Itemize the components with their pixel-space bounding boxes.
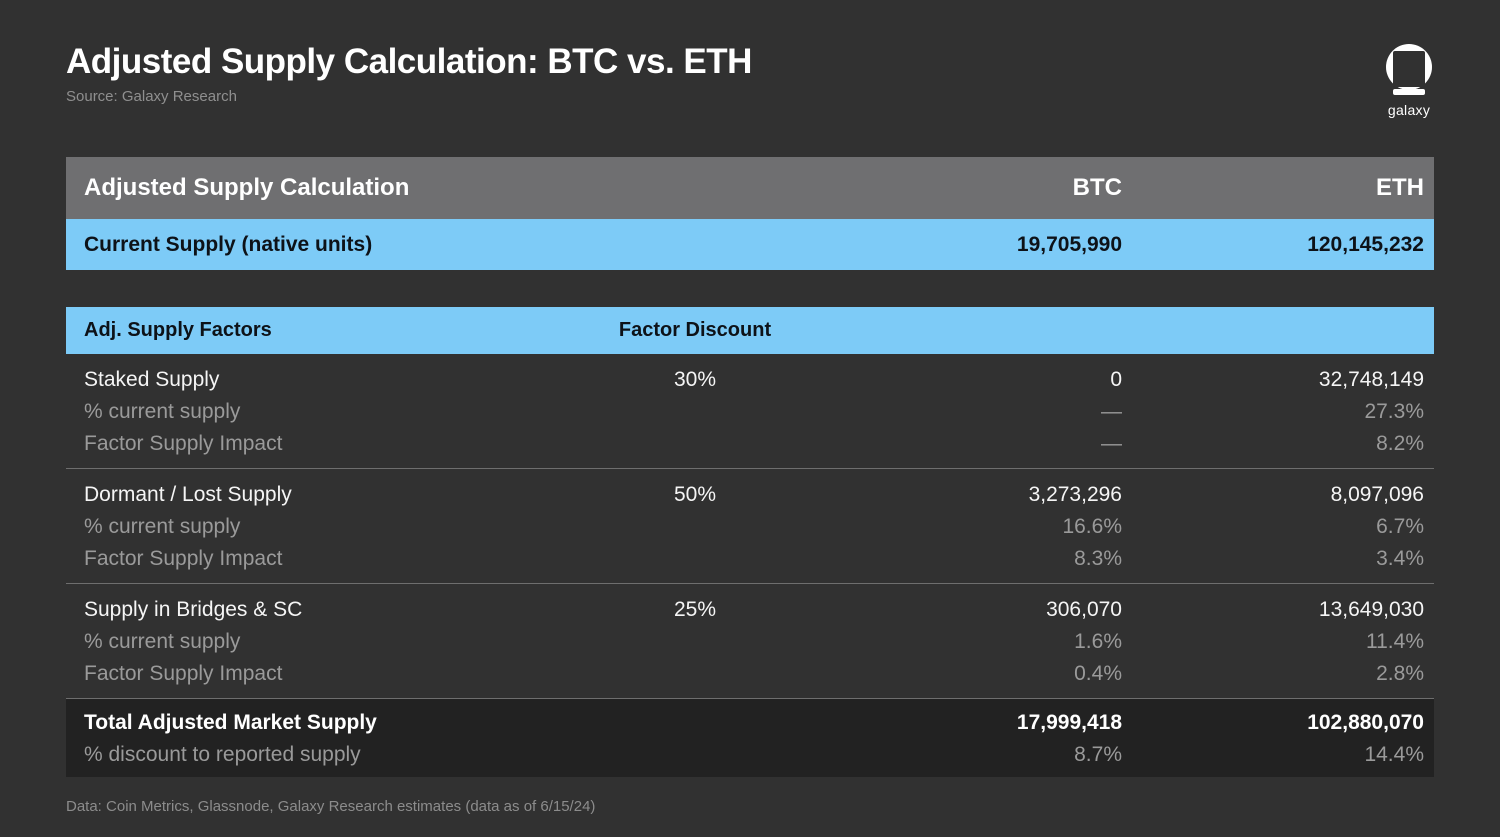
source-label: Source: Galaxy Research bbox=[66, 88, 237, 105]
subrow-label: % current supply bbox=[84, 515, 241, 538]
current-supply-eth: 120,145,232 bbox=[1307, 232, 1424, 256]
factor-discount-value: 30% bbox=[673, 368, 717, 391]
btc-value: 306,070 bbox=[1046, 598, 1122, 621]
eth-value: 8.2% bbox=[1376, 432, 1424, 455]
total-eth-value: 102,880,070 bbox=[1307, 711, 1424, 734]
btc-value: 0.4% bbox=[1074, 662, 1122, 685]
total-label: Total Adjusted Market Supply bbox=[84, 711, 377, 734]
galaxy-logo-icon bbox=[1386, 44, 1432, 97]
logo-base-bar bbox=[1393, 89, 1425, 95]
factor-section-bridges-supply: Supply in Bridges & SC 25% 306,070 13,64… bbox=[66, 584, 1434, 698]
eth-value: 2.8% bbox=[1376, 662, 1424, 685]
factors-header-row: Adj. Supply Factors Factor Discount bbox=[66, 307, 1434, 354]
galaxy-logo-wordmark: galaxy bbox=[1387, 102, 1431, 118]
discount-to-reported-label: % discount to reported supply bbox=[84, 743, 361, 766]
factor-discount-header: Factor Discount bbox=[618, 319, 772, 341]
factor-discount-value: 50% bbox=[673, 483, 717, 506]
table-row: Factor Supply Impact — 8.2% bbox=[84, 428, 1424, 460]
eth-value: 6.7% bbox=[1376, 515, 1424, 538]
adjustment-factors-table: Adj. Supply Factors Factor Discount Stak… bbox=[66, 307, 1434, 777]
data-source-footnote: Data: Coin Metrics, Glassnode, Galaxy Re… bbox=[66, 798, 596, 815]
table-row: % discount to reported supply 8.7% 14.4% bbox=[84, 739, 1424, 771]
total-btc-value: 17,999,418 bbox=[1016, 711, 1122, 734]
factor-label: Staked Supply bbox=[84, 368, 220, 391]
page-title: Adjusted Supply Calculation: BTC vs. ETH bbox=[66, 42, 752, 81]
eth-value: 11.4% bbox=[1366, 630, 1424, 653]
current-supply-row: Current Supply (native units) 19,705,990… bbox=[66, 219, 1434, 270]
total-adjusted-supply-row: Total Adjusted Market Supply 17,999,418 … bbox=[66, 699, 1434, 777]
table-row: Dormant / Lost Supply 50% 3,273,296 8,09… bbox=[84, 479, 1424, 511]
table-row: Staked Supply 30% 0 32,748,149 bbox=[84, 364, 1424, 396]
btc-value: — bbox=[1101, 432, 1122, 455]
eth-value: 13,649,030 bbox=[1318, 598, 1424, 621]
table-row: Factor Supply Impact 8.3% 3.4% bbox=[84, 543, 1424, 575]
summary-header-row: Adjusted Supply Calculation BTC ETH bbox=[66, 157, 1434, 219]
subrow-label: Factor Supply Impact bbox=[84, 662, 283, 685]
btc-value: 3,273,296 bbox=[1028, 483, 1122, 506]
section-divider bbox=[66, 583, 1434, 584]
current-supply-label: Current Supply (native units) bbox=[84, 232, 373, 256]
title-block: Adjusted Supply Calculation: BTC vs. ETH… bbox=[66, 42, 752, 106]
factor-section-staked-supply: Staked Supply 30% 0 32,748,149 % current… bbox=[66, 354, 1434, 468]
supply-summary-table: Adjusted Supply Calculation BTC ETH Curr… bbox=[66, 157, 1434, 270]
table-row: Factor Supply Impact 0.4% 2.8% bbox=[84, 658, 1424, 690]
factor-section-dormant-supply: Dormant / Lost Supply 50% 3,273,296 8,09… bbox=[66, 469, 1434, 583]
factor-label: Supply in Bridges & SC bbox=[84, 598, 303, 621]
factor-label: Dormant / Lost Supply bbox=[84, 483, 292, 506]
btc-value: — bbox=[1101, 400, 1122, 423]
table-row: % current supply 16.6% 6.7% bbox=[84, 511, 1424, 543]
discount-btc-value: 8.7% bbox=[1074, 743, 1122, 766]
subrow-label: Factor Supply Impact bbox=[84, 432, 283, 455]
subrow-label: Factor Supply Impact bbox=[84, 547, 283, 570]
galaxy-logo: galaxy bbox=[1386, 44, 1432, 118]
subrow-label: % current supply bbox=[84, 400, 241, 423]
factors-header-label: Adj. Supply Factors bbox=[84, 319, 272, 341]
summary-header-label: Adjusted Supply Calculation bbox=[84, 174, 410, 201]
eth-column-header: ETH bbox=[1376, 174, 1424, 201]
eth-value: 3.4% bbox=[1376, 547, 1424, 570]
section-divider bbox=[66, 468, 1434, 469]
eth-value: 8,097,096 bbox=[1330, 483, 1424, 506]
table-row: Total Adjusted Market Supply 17,999,418 … bbox=[84, 707, 1424, 739]
subrow-label: % current supply bbox=[84, 630, 241, 653]
table-row: % current supply 1.6% 11.4% bbox=[84, 626, 1424, 658]
table-row: Supply in Bridges & SC 25% 306,070 13,64… bbox=[84, 594, 1424, 626]
btc-value: 1.6% bbox=[1074, 630, 1122, 653]
logo-square-cutout bbox=[1393, 51, 1425, 87]
current-supply-btc: 19,705,990 bbox=[1016, 232, 1122, 256]
btc-column-header: BTC bbox=[1072, 174, 1122, 201]
eth-value: 27.3% bbox=[1364, 400, 1424, 423]
eth-value: 32,748,149 bbox=[1318, 368, 1424, 391]
page-header: Adjusted Supply Calculation: BTC vs. ETH… bbox=[66, 0, 1434, 118]
table-row: % current supply — 27.3% bbox=[84, 396, 1424, 428]
discount-eth-value: 14.4% bbox=[1364, 743, 1424, 766]
btc-value: 0 bbox=[1110, 368, 1122, 391]
section-divider bbox=[66, 698, 1434, 699]
factor-discount-value: 25% bbox=[673, 598, 717, 621]
btc-value: 8.3% bbox=[1074, 547, 1122, 570]
btc-value: 16.6% bbox=[1062, 515, 1122, 538]
